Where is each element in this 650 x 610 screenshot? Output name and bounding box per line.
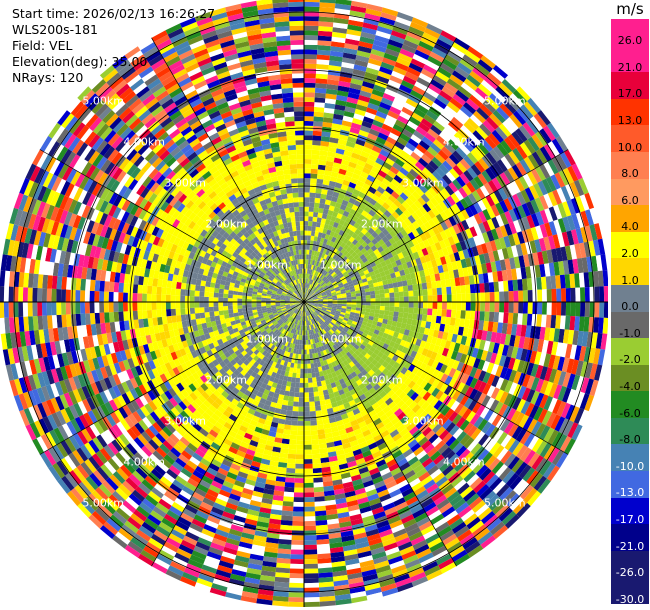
colorbar-tick-label: 6.0 (621, 193, 639, 207)
colorbar-segment (611, 550, 649, 578)
colorbar-segment (611, 471, 649, 499)
range-label: 5.00km (484, 496, 526, 510)
colorbar-tick-label: -13.0 (615, 486, 645, 500)
scan-info-panel: Start time: 2026/02/13 16:26:27 WLS200s-… (12, 6, 215, 86)
range-label: 3.00km (164, 414, 206, 428)
range-label: 4.00km (443, 455, 485, 469)
ppi-scan-plot (0, 0, 608, 607)
colorbar-segment (611, 577, 649, 605)
range-label: 1.00km (246, 332, 289, 346)
azimuth-line (39, 149, 305, 303)
colorbar-tick-label: -4.0 (619, 379, 641, 393)
colorbar-segment (611, 444, 649, 472)
colorbar-tick-label: -21.0 (615, 539, 645, 553)
colorbar-segment (611, 125, 649, 153)
azimuth-line (303, 37, 457, 303)
colorbar-tick-label: 21.0 (617, 60, 643, 74)
range-label: 2.00km (360, 217, 403, 231)
radar-gates (0, 0, 608, 607)
colorbar-segment (611, 258, 649, 286)
range-label: 5.00km (82, 94, 124, 108)
colorbar-tick-label: -17.0 (615, 512, 645, 526)
colorbar-segment (611, 231, 649, 259)
colorbar-segment (611, 364, 649, 392)
range-label: 4.00km (123, 455, 165, 469)
colorbar-segment (611, 205, 649, 233)
colorbar-tick-label: 0.0 (621, 300, 639, 314)
colorbar-segment (611, 19, 649, 47)
colorbar-tick-label: 2.0 (621, 247, 639, 261)
range-label: 1.00km (246, 258, 289, 272)
range-label: 4.00km (443, 135, 485, 149)
colorbar-segment (611, 524, 649, 552)
azimuth-line (303, 149, 569, 303)
colorbar: 26.0 21.0 17.0 13.0 10.0 8.0 6.0 4.0 2.0 1.0 0.0 -1… (611, 19, 649, 606)
colorbar-segment (611, 497, 649, 525)
colorbar-tick-label: 17.0 (617, 87, 643, 101)
range-label: 4.00km (123, 135, 165, 149)
start-time-text: Start time: 2026/02/13 16:26:27 (12, 6, 216, 21)
colorbar-segment (611, 45, 649, 73)
colorbar-tick-label: -10.0 (615, 459, 645, 473)
colorbar-segment (611, 284, 649, 312)
azimuth-line (303, 301, 569, 455)
colorbar-tick-label: -30.0 (615, 592, 645, 606)
azimuth-line (151, 301, 305, 567)
colorbar-tick-label: -26.0 (615, 566, 645, 580)
colorbar-segment (611, 311, 649, 339)
colorbar-unit-label: m/s (616, 0, 644, 18)
azimuth-line (151, 37, 305, 303)
colorbar-tick-label: -2.0 (619, 353, 641, 367)
colorbar-tick-label: -6.0 (619, 406, 641, 420)
colorbar-tick-label: 8.0 (621, 167, 639, 181)
colorbar-segment (611, 338, 649, 366)
colorbar-segment (611, 151, 649, 180)
azimuth-line (303, 301, 457, 567)
colorbar-tick-label: -8.0 (619, 433, 641, 447)
colorbar-segment (611, 417, 649, 445)
range-label: 3.00km (164, 176, 206, 190)
colorbar-tick-label: 26.0 (617, 34, 643, 48)
elevation-text: Elevation(deg): 35.00 (12, 54, 148, 69)
range-label: 5.00km (484, 94, 526, 108)
colorbar-tick-label: -1.0 (619, 326, 641, 340)
range-label: 1.00km (319, 258, 362, 272)
colorbar-segment (611, 178, 649, 206)
azimuth-line (39, 301, 305, 455)
range-label: 1.00km (319, 332, 362, 346)
instrument-text: WLS200s-181 (12, 22, 98, 37)
colorbar-tick-label: 1.0 (621, 273, 639, 287)
range-label: 2.00km (360, 373, 403, 387)
colorbar-segment (611, 391, 649, 419)
range-label: 2.00km (205, 217, 247, 231)
nrays-text: NRays: 120 (12, 70, 84, 85)
colorbar-tick-label: 13.0 (617, 114, 643, 128)
range-label: 3.00km (401, 414, 444, 428)
colorbar-segment (611, 98, 649, 126)
colorbar-tick-label: 10.0 (617, 140, 643, 154)
range-label: 5.00km (82, 496, 124, 510)
colorbar-segment (611, 72, 649, 100)
field-text: Field: VEL (12, 38, 73, 53)
colorbar-tick-label: 4.0 (621, 220, 639, 234)
range-label: 2.00km (205, 373, 247, 387)
range-label: 3.00km (401, 176, 444, 190)
